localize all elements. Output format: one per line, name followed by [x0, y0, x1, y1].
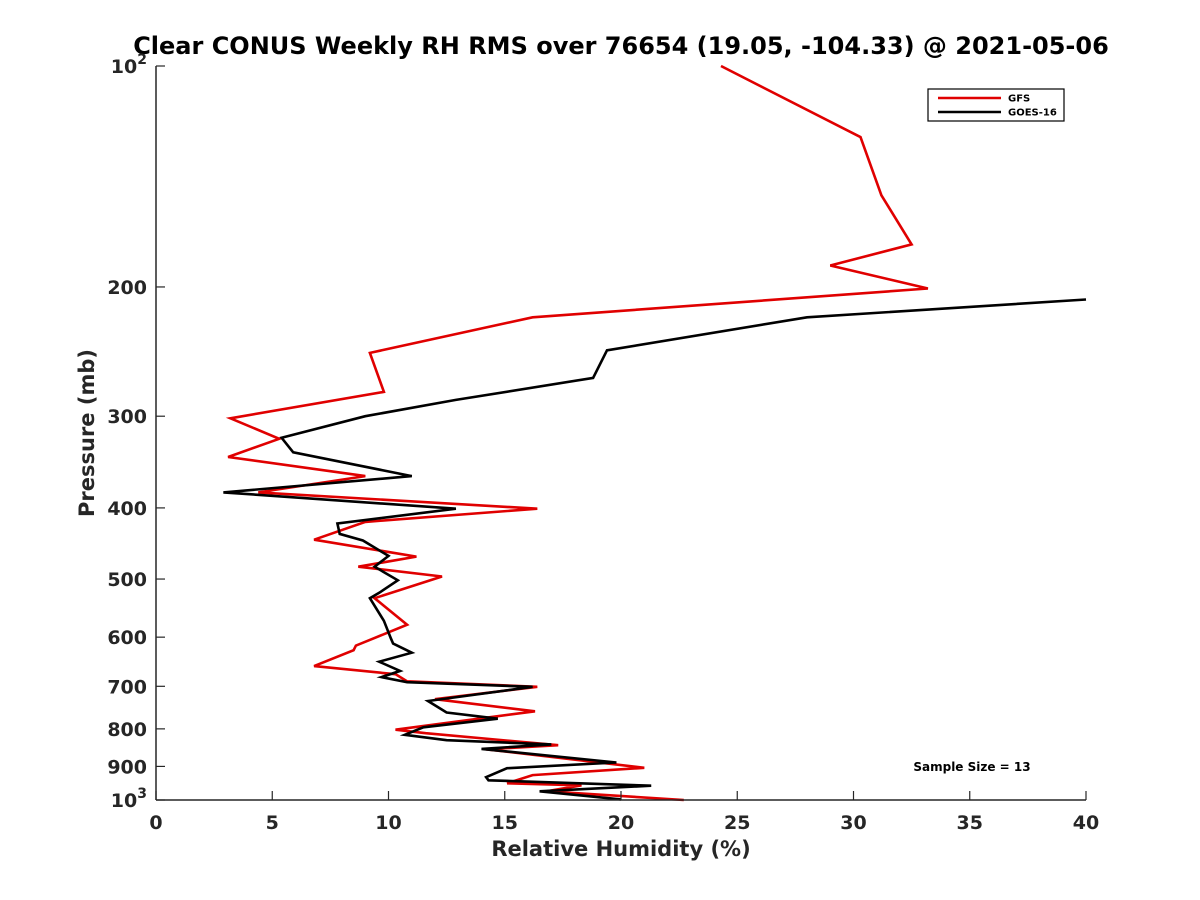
- x-tick-label: 0: [149, 812, 162, 834]
- legend: GFS GOES-16: [927, 88, 1065, 122]
- y-tick-label: 500: [107, 569, 147, 591]
- x-tick-label: 20: [608, 812, 634, 834]
- y-tick-label: 300: [107, 406, 147, 428]
- y-axis-label: Pressure (mb): [75, 349, 99, 517]
- y-tick-label: 400: [107, 498, 147, 520]
- x-tick-label: 40: [1073, 812, 1099, 834]
- series-line-goes-16: [223, 298, 1087, 801]
- y-tick-label: 900: [107, 756, 147, 778]
- x-tick-label: 30: [840, 812, 866, 834]
- plot-area: [223, 64, 1087, 802]
- y-tick-label: 102: [111, 52, 147, 78]
- y-tick-label: 200: [107, 277, 147, 299]
- y-tick-label: 700: [107, 676, 147, 698]
- y-tick-label: 103: [111, 786, 147, 812]
- x-axis-ticks: 0 5 10 15 20 25 30 35 40: [149, 791, 1099, 834]
- x-tick-label: 5: [266, 812, 279, 834]
- legend-label-goes-16: GOES-16: [1008, 108, 1057, 119]
- y-tick-label: 600: [107, 627, 147, 649]
- x-tick-label: 15: [492, 812, 518, 834]
- legend-box: [927, 88, 1065, 122]
- y-axis-ticks: 102 200 300 400 500 600 700 800 900 103: [107, 52, 165, 812]
- x-axis-label: Relative Humidity (%): [491, 837, 750, 861]
- sample-size-annotation: Sample Size = 13: [913, 760, 1030, 774]
- y-tick-label: 800: [107, 719, 147, 741]
- x-tick-label: 35: [957, 812, 983, 834]
- x-tick-label: 10: [375, 812, 401, 834]
- chart-title: Clear CONUS Weekly RH RMS over 76654 (19…: [133, 32, 1109, 60]
- legend-label-gfs: GFS: [1008, 94, 1030, 105]
- x-tick-label: 25: [724, 812, 750, 834]
- series-line-gfs: [225, 64, 929, 802]
